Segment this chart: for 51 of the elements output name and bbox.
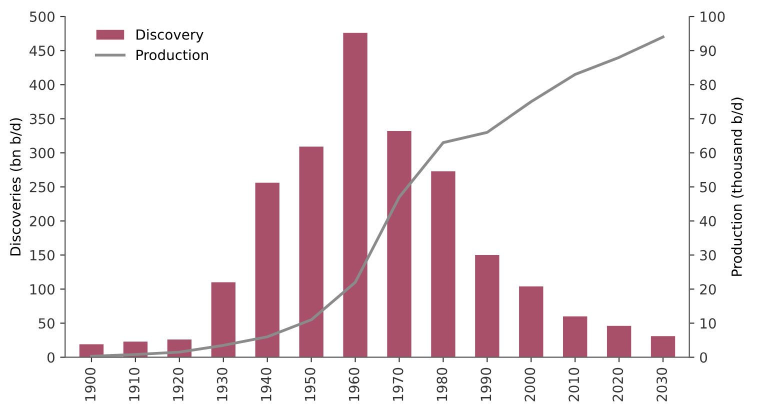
x-tick-label: 1970 xyxy=(392,368,404,401)
y-tick-label: 150 xyxy=(30,250,54,260)
bar xyxy=(606,326,632,358)
x-tick-label: 1940 xyxy=(260,368,272,401)
y2-tick-label: 90 xyxy=(700,46,716,56)
x-tick-label: 1990 xyxy=(480,368,492,401)
y-tick-label: 250 xyxy=(30,182,54,192)
y2-axis-title: Production (thousand b/d) xyxy=(731,98,744,276)
x-tick-label: 2010 xyxy=(568,368,580,402)
x-tick-label: 2000 xyxy=(524,368,536,402)
y2-tick-label: 0 xyxy=(700,352,708,363)
y-tick-label: 50 xyxy=(38,318,54,329)
y-tick-label: 200 xyxy=(30,216,54,226)
y2-tick-label: 20 xyxy=(700,284,716,295)
x-tick-label: 1910 xyxy=(128,368,140,401)
y-tick-label: 450 xyxy=(30,46,54,56)
y2-tick-label: 60 xyxy=(700,148,716,158)
y-tick-label: 300 xyxy=(30,148,54,158)
bar xyxy=(650,336,676,358)
bar xyxy=(387,131,412,358)
x-tick-label: 2030 xyxy=(656,368,668,402)
y-tick-label: 350 xyxy=(30,114,54,124)
bar xyxy=(519,286,544,358)
legend-label: Discovery xyxy=(136,29,204,42)
y-axis-title: Discoveries (bn b/d) xyxy=(10,118,22,256)
x-tick-label: 1920 xyxy=(172,368,184,401)
x-tick-label: 1900 xyxy=(85,368,96,401)
y2-tick-label: 70 xyxy=(700,114,716,124)
y2-tick-label: 40 xyxy=(700,216,716,226)
y2-tick-label: 80 xyxy=(700,80,716,90)
x-tick-label: 2020 xyxy=(612,368,624,402)
bar xyxy=(431,171,456,358)
y2-tick-label: 50 xyxy=(700,182,716,192)
y-tick-label: 100 xyxy=(30,284,54,295)
y-tick-label: 500 xyxy=(30,11,54,22)
y-tick-label: 0 xyxy=(47,352,54,363)
y2-tick-label: 30 xyxy=(700,250,716,260)
bar xyxy=(211,282,236,358)
bar xyxy=(255,182,280,358)
y2-tick-label: 10 xyxy=(700,318,716,329)
x-tick-label: 1930 xyxy=(216,368,228,401)
x-tick-label: 1960 xyxy=(348,368,360,401)
y-tick-label: 400 xyxy=(30,80,54,90)
bar xyxy=(343,32,368,358)
y2-tick-label: 100 xyxy=(700,11,725,22)
bar xyxy=(563,316,588,358)
bar xyxy=(299,146,324,358)
legend-label: Production xyxy=(136,49,208,60)
x-tick-label: 1950 xyxy=(304,368,316,401)
bar xyxy=(475,255,500,358)
x-tick-label: 1980 xyxy=(436,368,448,401)
